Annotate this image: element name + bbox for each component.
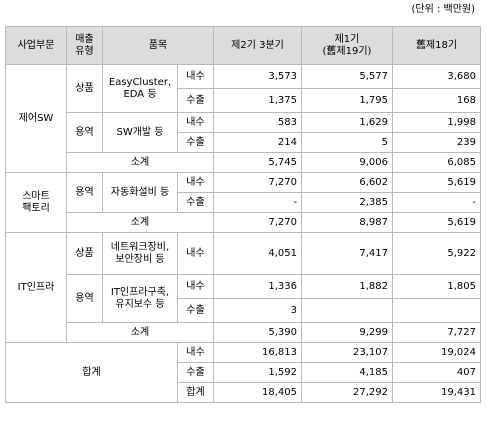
- value-fy1: 5: [301, 132, 393, 153]
- value-fy1: 1,882: [301, 274, 393, 299]
- total-row: 합계 18,405 27,292 19,431: [6, 382, 481, 403]
- value-fy18: 3,680: [392, 64, 481, 89]
- total-row: 합계 내수 16,813 23,107 19,024: [5, 342, 481, 403]
- value-q3: -: [213, 192, 302, 213]
- value-fy1: 8,987: [301, 212, 393, 233]
- sales-table: 사업부문 매출 유형 품목 제2기 3분기 제1기 (舊제19기) 舊제18기 …: [5, 26, 481, 403]
- value-q3: 1,336: [213, 274, 302, 299]
- value-fy18: 168: [392, 88, 481, 113]
- sales-type-cell: 상품: [66, 232, 103, 275]
- item-cell: EasyCluster, EDA 등: [102, 64, 178, 113]
- division-cell: 스마트 팩토리: [5, 172, 67, 233]
- value-fy1: 9,006: [301, 152, 393, 173]
- header-fy18: 舊제18기: [392, 26, 481, 65]
- subtotal-row: 소계 5,745 9,006 6,085: [6, 152, 481, 173]
- header-fy1: 제1기 (舊제19기): [301, 26, 393, 65]
- item-cell: 자동화설비 등: [102, 172, 178, 213]
- value-fy18: 19,431: [392, 382, 481, 403]
- header-sales-type: 매출 유형: [66, 26, 103, 65]
- value-fy1: 23,107: [301, 342, 393, 363]
- value-q3: 3,573: [213, 64, 302, 89]
- value-fy1: 27,292: [301, 382, 393, 403]
- value-fy18: 5,922: [392, 232, 481, 275]
- kind-cell: 수출: [177, 132, 214, 153]
- value-fy1: 6,602: [301, 172, 393, 193]
- item-cell: SW개발 등: [102, 112, 178, 153]
- value-q3: 5,745: [213, 152, 302, 173]
- table-row: 제어SW 상품 EasyCluster, EDA 등 내수 3,573 5,57…: [5, 64, 481, 173]
- total-label: 합계: [5, 342, 178, 403]
- value-fy1: [301, 298, 393, 323]
- subtotal-label: 소계: [66, 152, 214, 173]
- table-row: 용역 IT인프라구축, 유지보수 등 내수 1,336 1,882 1,805: [6, 274, 481, 323]
- subtotal-label: 소계: [66, 322, 214, 343]
- value-fy1: 1,795: [301, 88, 393, 113]
- sales-type-cell: 용역: [66, 274, 103, 323]
- value-q3: 1,592: [213, 362, 302, 383]
- value-q3: 5,390: [213, 322, 302, 343]
- division-cell: 제어SW: [5, 64, 67, 173]
- kind-cell: 내수: [177, 172, 214, 193]
- value-fy18: 239: [392, 132, 481, 153]
- table-row: 스마트 팩토리 용역 자동화설비 등 내수 7,270 6,602 5,619: [5, 172, 481, 233]
- value-fy1: 4,185: [301, 362, 393, 383]
- value-fy18: [392, 298, 481, 323]
- kind-cell: 수출: [177, 88, 214, 113]
- value-fy18: 1,998: [392, 112, 481, 133]
- value-fy18: 407: [392, 362, 481, 383]
- header-item: 품목: [102, 26, 214, 65]
- kind-cell: 내수: [177, 64, 214, 89]
- total-row: 수출 1,592 4,185 407: [6, 362, 481, 383]
- kind-cell: 수출: [177, 298, 214, 323]
- kind-cell: 내수: [177, 112, 214, 133]
- value-q3: 3: [213, 298, 302, 323]
- subtotal-row: 소계 7,270 8,987 5,619: [6, 212, 481, 233]
- value-fy1: 1,629: [301, 112, 393, 133]
- value-fy18: 5,619: [392, 212, 481, 233]
- division-cell: IT인프라: [5, 232, 67, 343]
- value-fy18: -: [392, 192, 481, 213]
- kind-cell: 내수: [177, 232, 214, 275]
- value-fy1: 9,299: [301, 322, 393, 343]
- sales-type-cell: 용역: [66, 112, 103, 153]
- table-row: 수출 - 2,385 -: [6, 192, 481, 213]
- value-q3: 583: [213, 112, 302, 133]
- subtotal-label: 소계: [66, 212, 214, 233]
- value-fy18: 19,024: [392, 342, 481, 363]
- table-row: 수출 3: [6, 298, 481, 323]
- header-row: 사업부문 매출 유형 품목 제2기 3분기 제1기 (舊제19기) 舊제18기: [5, 26, 481, 65]
- unit-note: (단위 : 백만원): [411, 4, 475, 15]
- value-fy18: 5,619: [392, 172, 481, 193]
- item-cell: 네트워크장비, 보안장비 등: [102, 232, 178, 275]
- value-q3: 214: [213, 132, 302, 153]
- value-fy18: 6,085: [392, 152, 481, 173]
- item-cell: IT인프라구축, 유지보수 등: [102, 274, 178, 323]
- value-fy1: 5,577: [301, 64, 393, 89]
- table-row: 용역 SW개발 등 내수 583 1,629 1,998: [6, 112, 481, 153]
- value-fy18: 1,805: [392, 274, 481, 299]
- value-q3: 16,813: [213, 342, 302, 363]
- value-fy18: 7,727: [392, 322, 481, 343]
- sales-type-cell: 상품: [66, 64, 103, 113]
- value-fy1: 2,385: [301, 192, 393, 213]
- value-q3: 18,405: [213, 382, 302, 403]
- subtotal-row: 소계 5,390 9,299 7,727: [6, 322, 481, 343]
- header-division: 사업부문: [5, 26, 67, 65]
- kind-cell: 내수: [177, 342, 214, 363]
- value-q3: 7,270: [213, 172, 302, 193]
- value-fy1: 7,417: [301, 232, 393, 275]
- value-q3: 1,375: [213, 88, 302, 113]
- sales-type-cell: 용역: [66, 172, 103, 213]
- table-row: IT인프라 상품 네트워크장비, 보안장비 등 내수 4,051 7,417 5…: [5, 232, 481, 343]
- kind-cell: 내수: [177, 274, 214, 299]
- header-q3: 제2기 3분기: [213, 26, 302, 65]
- kind-cell: 수출: [177, 362, 214, 383]
- value-q3: 4,051: [213, 232, 302, 275]
- value-q3: 7,270: [213, 212, 302, 233]
- kind-cell: 수출: [177, 192, 214, 213]
- kind-cell: 합계: [177, 382, 214, 403]
